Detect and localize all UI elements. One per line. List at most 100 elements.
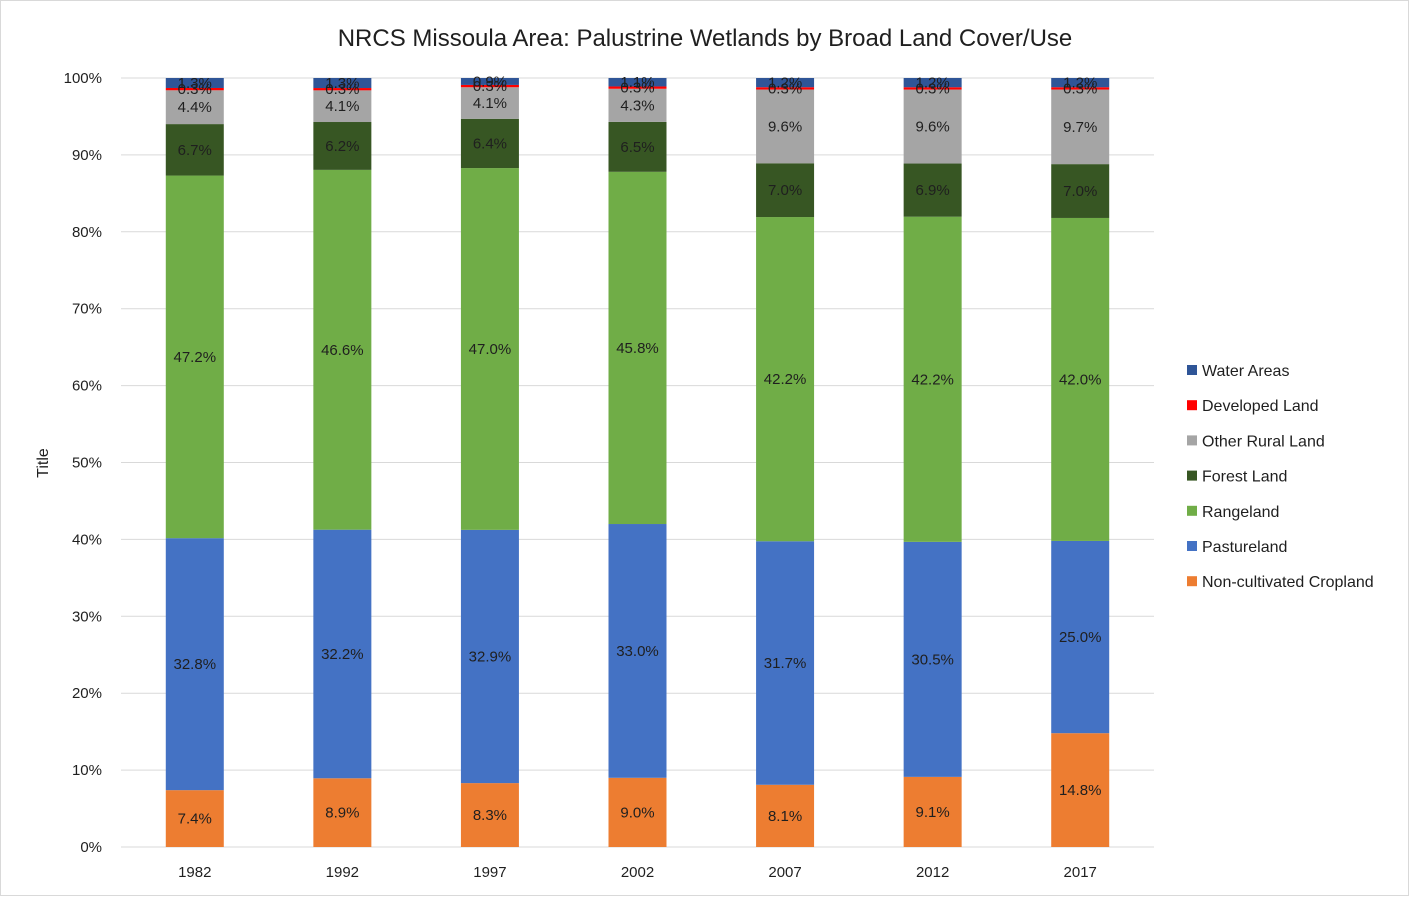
bar-segment (903, 163, 962, 217)
bar-segment (1051, 164, 1110, 218)
data-label: 45.8% (616, 340, 659, 357)
y-axis-label: Title (35, 448, 52, 478)
data-label: 6.4% (473, 135, 507, 152)
bar-segment (313, 78, 372, 89)
bar-segment (1051, 89, 1110, 165)
y-tick-label: 50% (72, 455, 102, 472)
y-tick-label: 80% (72, 224, 102, 241)
data-label: 0.3% (768, 80, 802, 97)
bar-segment (1051, 540, 1110, 734)
data-label: 42.2% (911, 371, 954, 388)
data-label: 0.3% (1063, 80, 1097, 97)
legend-label: Developed Land (1202, 398, 1319, 415)
data-label: 47.2% (174, 349, 217, 366)
x-tick-label: 2007 (768, 864, 801, 881)
bar-segment (165, 87, 224, 91)
bar-segment (608, 88, 667, 122)
data-label: 32.8% (174, 656, 217, 673)
data-label: 4.4% (178, 99, 212, 116)
data-label: 6.9% (916, 182, 950, 199)
data-label: 7.0% (1063, 183, 1097, 200)
y-tick-label: 30% (72, 608, 102, 625)
bar-segment (608, 86, 667, 89)
bar-segment (903, 78, 962, 88)
bar-segment (460, 78, 519, 85)
data-label: 6.5% (620, 139, 654, 156)
data-label: 9.6% (768, 118, 802, 135)
bar-segment (165, 78, 224, 88)
bar-segment (313, 88, 372, 91)
bar-segment (313, 778, 372, 847)
bar-segment (608, 78, 667, 87)
x-tick-label: 1982 (178, 864, 211, 881)
bar-series (165, 78, 1110, 847)
bar-segment (608, 171, 667, 525)
legend-item: Pastureland (1187, 539, 1287, 556)
bar-segment (756, 163, 815, 218)
data-label: 31.7% (764, 655, 807, 672)
data-label: 1.3% (325, 75, 359, 92)
data-label: 1.2% (768, 75, 802, 92)
data-label: 0.3% (916, 80, 950, 97)
bar-segment (756, 78, 815, 88)
x-axis-ticks: 1982 1992 1997 2002 2007 2012 2017 (178, 864, 1097, 881)
bar-segment (1051, 78, 1110, 88)
legend-item: Other Rural Land (1187, 433, 1325, 450)
bar-segment (903, 541, 962, 777)
bar-segment (756, 784, 815, 847)
bar-segment (756, 541, 815, 785)
data-label: 46.6% (321, 342, 364, 359)
legend-label: Water Areas (1202, 363, 1289, 380)
data-label: 32.9% (469, 648, 512, 665)
data-label: 47.0% (469, 341, 512, 358)
y-tick-label: 40% (72, 531, 102, 548)
y-tick-label: 90% (72, 147, 102, 164)
data-label: 0.3% (325, 81, 359, 98)
data-label: 9.6% (916, 119, 950, 136)
data-label: 0.3% (473, 78, 507, 95)
legend-item: Non-cultivated Cropland (1187, 574, 1374, 591)
data-label: 7.0% (768, 182, 802, 199)
legend-label: Rangeland (1202, 504, 1279, 521)
data-label: 4.1% (325, 98, 359, 115)
data-label: 4.1% (473, 95, 507, 112)
data-label: 0.3% (178, 81, 212, 98)
data-label: 0.3% (620, 80, 654, 97)
legend-label: Other Rural Land (1202, 433, 1325, 450)
data-label: 1.1% (620, 74, 654, 91)
bar-segment (1051, 87, 1110, 90)
bar-segment (460, 87, 519, 119)
legend: Water Areas Developed Land Other Rural Lan… (1187, 363, 1374, 591)
data-label: 1.2% (1063, 75, 1097, 92)
data-labels: 7.4%32.8%47.2%6.7%4.4%0.3%1.3%8.9%32.2%4… (174, 73, 1102, 827)
bar-segment (165, 90, 224, 125)
legend-swatch (1187, 541, 1197, 551)
y-tick-label: 60% (72, 378, 102, 395)
bar-segment (165, 124, 224, 176)
chart-title: NRCS Missoula Area: Palustrine Wetlands … (338, 25, 1073, 52)
data-label: 8.3% (473, 807, 507, 824)
x-tick-label: 2012 (916, 864, 949, 881)
bar-segment (608, 524, 667, 778)
bar-segment (313, 90, 372, 123)
bar-segment (313, 122, 372, 170)
data-label: 0.9% (473, 73, 507, 90)
x-tick-label: 1997 (473, 864, 506, 881)
data-label: 9.0% (620, 804, 654, 821)
legend-item: Developed Land (1187, 398, 1319, 415)
bar-segment (756, 87, 815, 90)
y-tick-label: 20% (72, 685, 102, 702)
data-label: 8.1% (768, 808, 802, 825)
bar-segment (460, 84, 519, 88)
y-tick-label: 70% (72, 301, 102, 318)
legend-swatch (1187, 470, 1197, 481)
bar-segment (313, 529, 372, 779)
legend-swatch (1187, 576, 1197, 587)
bar-segment (1051, 217, 1110, 541)
bar-segment (903, 87, 962, 90)
data-label: 1.2% (916, 75, 950, 92)
y-tick-label: 100% (64, 70, 102, 87)
x-tick-label: 2002 (621, 864, 654, 881)
